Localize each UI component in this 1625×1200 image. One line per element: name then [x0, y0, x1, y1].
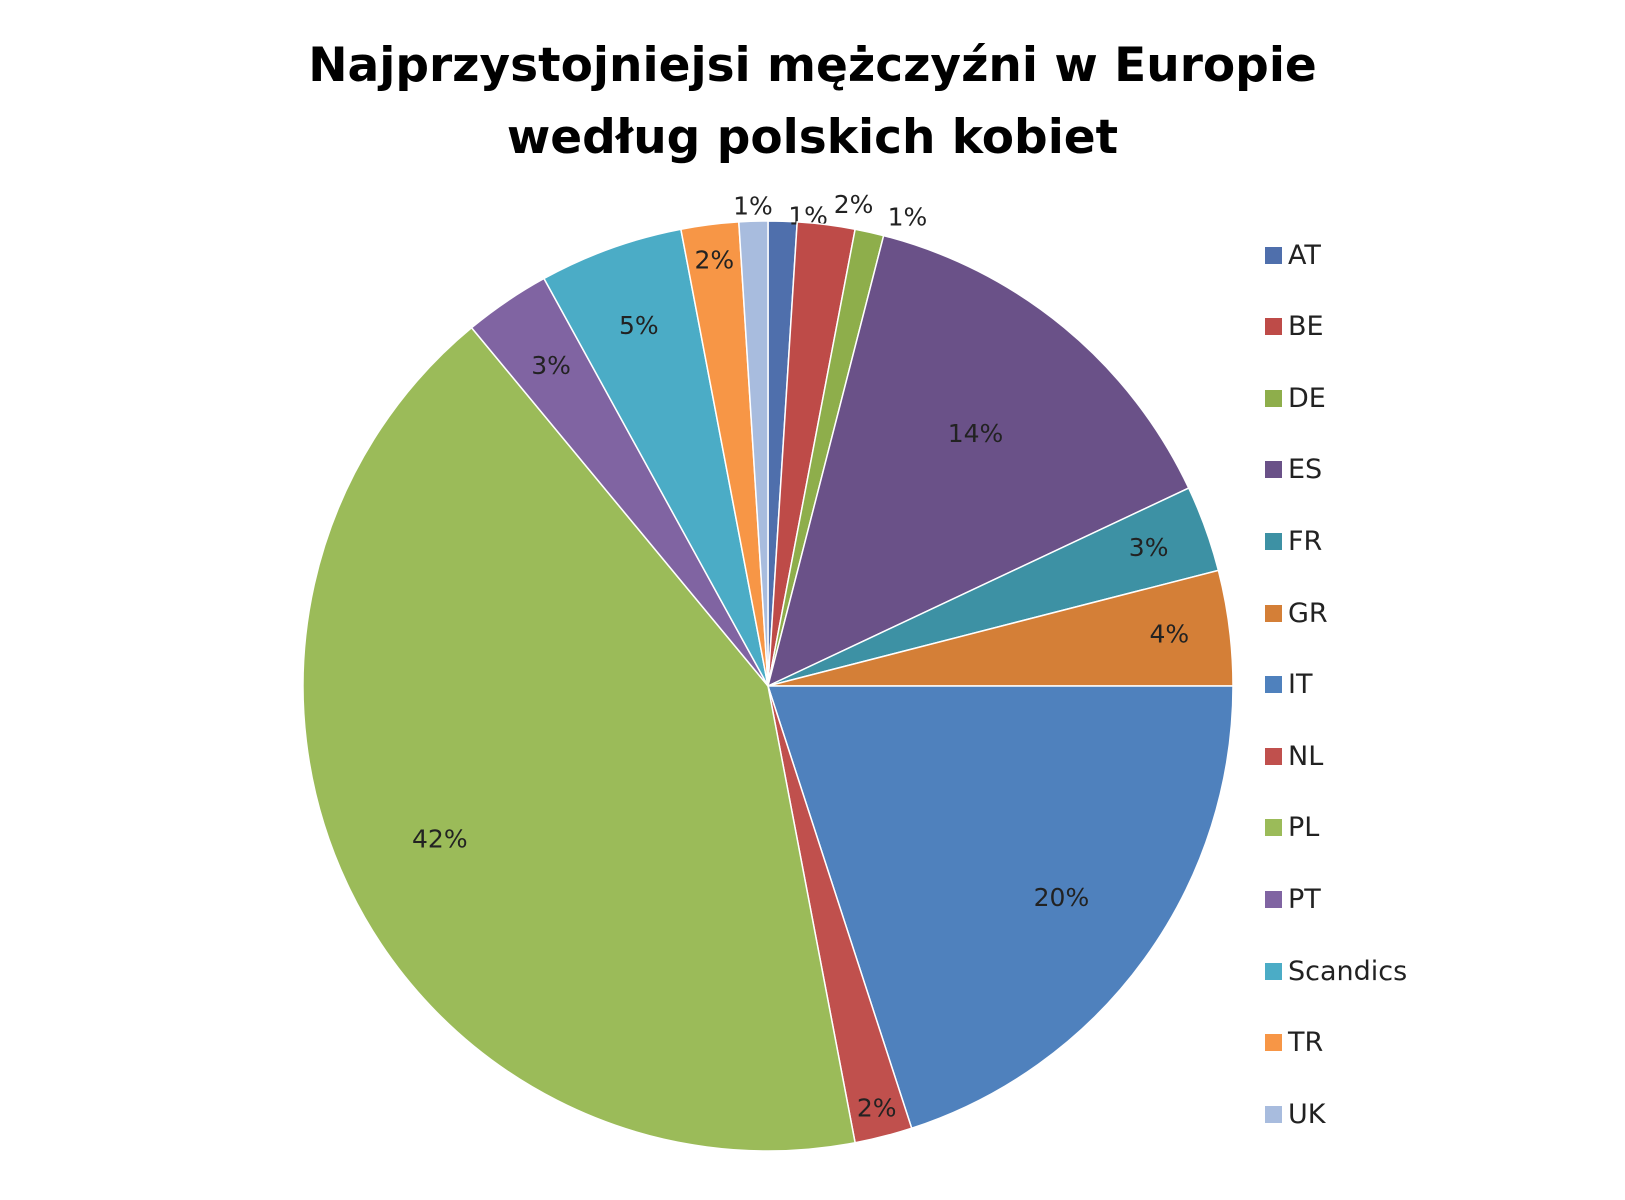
data-label-scandics: 5% [619, 311, 659, 340]
data-label-fr: 3% [1129, 533, 1169, 562]
legend-label: BE [1288, 311, 1324, 343]
pie-slice-it [766, 685, 1234, 1130]
data-label-nl: 2% [857, 1093, 897, 1122]
data-label-pl: 42% [412, 824, 468, 853]
legend-item-scandics: Scandics [1265, 955, 1408, 987]
data-label-gr: 4% [1150, 619, 1190, 648]
data-label-pt: 3% [531, 351, 571, 380]
data-label-tr: 2% [695, 246, 735, 275]
data-label-it: 20% [1034, 883, 1090, 912]
data-label-de: 1% [888, 203, 928, 232]
chart-title-line-1: Najprzystojniejsi mężczyźni w Europie [308, 38, 1317, 93]
legend-swatch [1265, 604, 1282, 622]
legend-swatch [1265, 246, 1282, 264]
chart-title-line-2: według polskich kobiet [506, 110, 1119, 165]
legend-swatch [1265, 962, 1282, 980]
legend-swatch [1265, 819, 1282, 837]
data-label-es: 14% [948, 419, 1004, 448]
legend-item-gr: GR [1265, 597, 1328, 629]
legend-item-be: BE [1265, 311, 1324, 343]
legend-swatch [1265, 676, 1282, 694]
data-label-be: 2% [834, 190, 874, 219]
legend-item-de: DE [1265, 382, 1326, 414]
legend-label: AT [1288, 239, 1321, 271]
data-label-uk: 1% [733, 191, 773, 220]
legend-label: TR [1288, 1027, 1324, 1059]
legend-item-tr: TR [1265, 1027, 1324, 1059]
legend-label: FR [1288, 525, 1323, 557]
legend-label: ES [1288, 454, 1323, 486]
legend-swatch [1265, 890, 1282, 908]
pie-slice-es [766, 234, 1190, 688]
legend-swatch [1265, 532, 1282, 550]
pie-slice-scandics [542, 228, 769, 687]
legend-swatch [1265, 1105, 1282, 1123]
legend-label: PL [1288, 812, 1320, 844]
legend-label: Scandics [1288, 955, 1408, 987]
legend-label: PT [1288, 883, 1321, 915]
legend-swatch [1265, 747, 1282, 765]
pie-slice-uk [738, 220, 769, 687]
legend-swatch [1265, 461, 1282, 479]
legend-label: NL [1288, 740, 1324, 772]
legend-label: IT [1288, 669, 1313, 701]
legend-item-pt: PT [1265, 883, 1321, 915]
legend-label: GR [1288, 597, 1328, 629]
legend-label: UK [1288, 1098, 1326, 1130]
legend-label: DE [1288, 382, 1326, 414]
chart-title: Najprzystojniejsi mężczyźni w Europie we… [0, 30, 1625, 174]
legend-item-pl: PL [1265, 812, 1320, 844]
legend-swatch [1265, 389, 1282, 407]
legend-swatch [1265, 1034, 1282, 1052]
legend-item-at: AT [1265, 239, 1321, 271]
legend-item-uk: UK [1265, 1098, 1326, 1130]
legend-item-nl: NL [1265, 740, 1324, 772]
pie-slice-pl [302, 326, 857, 1152]
legend-item-es: ES [1265, 454, 1323, 486]
legend-item-fr: FR [1265, 525, 1323, 557]
legend-swatch [1265, 318, 1282, 336]
legend-item-it: IT [1265, 669, 1313, 701]
